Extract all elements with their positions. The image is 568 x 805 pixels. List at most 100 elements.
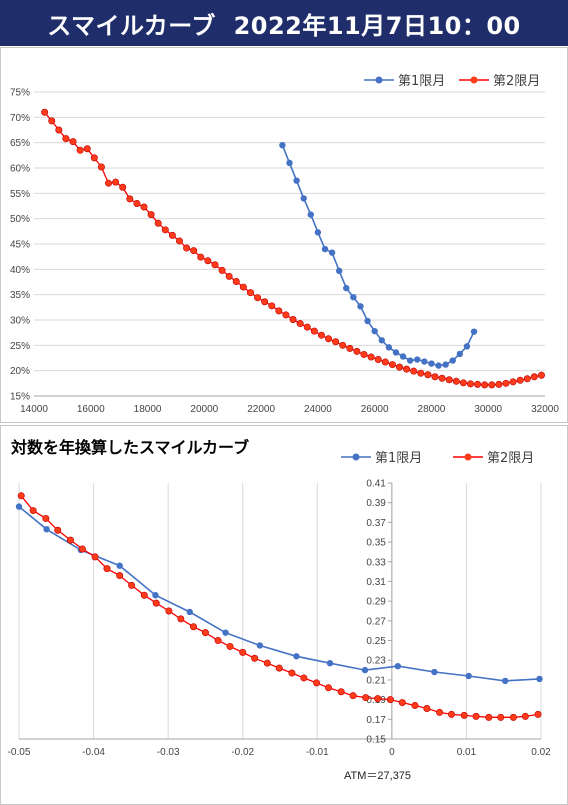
chart1-series-2-point <box>211 261 219 269</box>
chart2-series-2-point <box>288 669 296 677</box>
chart2-series-1-point <box>502 677 509 685</box>
chart1-series-2-point <box>516 376 524 384</box>
chart1-x-tick-label: 24000 <box>304 404 332 415</box>
chart1-series-2-point <box>374 356 382 364</box>
chart1-legend-label-1: 第1限月 <box>398 74 445 89</box>
chart2-series-1-point <box>326 659 334 667</box>
chart1-series-1-point <box>435 362 442 369</box>
chart1-series-1-point <box>442 361 449 368</box>
smile-curve-panel: 15% 20% 25% 30% 35% 40% 45% 50% 55% 60% 65% 70% 75% 1… <box>0 47 568 423</box>
chart1-series-2-point <box>48 117 56 125</box>
chart1-series-2-point <box>246 289 254 297</box>
chart1-series-2-point <box>119 183 127 191</box>
chart1-series-1-point <box>421 358 428 365</box>
chart1-series-2-point <box>346 344 354 352</box>
page-title-banner: スマイルカーブ 2022年11月7日10：00 <box>0 0 568 46</box>
chart2-series-1-point <box>431 668 438 676</box>
chart2-series-2-point <box>140 591 148 599</box>
chart1-series-2-point <box>126 195 134 203</box>
chart1-series-2-point <box>289 315 297 323</box>
chart1-series-1-point <box>321 245 329 253</box>
chart1-series-2-point <box>140 203 148 211</box>
chart1-series-1-point <box>364 317 371 325</box>
chart2-series-2-point <box>349 692 357 700</box>
chart2-y-tick-label: 0.27 <box>366 616 386 627</box>
chart2-series-1-point <box>361 666 369 674</box>
chart1-series-2-point <box>303 323 311 331</box>
chart2-title: 対数を年換算したスマイルカーブ <box>11 438 250 457</box>
chart1-series-2-point <box>481 381 489 389</box>
smile-curve-chart: 15% 20% 25% 30% 35% 40% 45% 50% 55% 60% 65% 70% 75% 1… <box>10 74 559 415</box>
chart2-y-tick-label: 0.37 <box>366 518 386 529</box>
chart2-x-tick-label: 0 <box>389 747 395 758</box>
chart1-series-2-point <box>474 380 482 388</box>
chart2-y-tick-label: 0.29 <box>366 597 386 608</box>
chart1-series-2-point <box>154 219 162 227</box>
chart1-series-2-point <box>147 211 155 219</box>
chart1-series-2-point <box>282 311 290 319</box>
chart1-series-1-point <box>414 356 421 363</box>
chart2-y-tick-label: 0.25 <box>366 636 386 647</box>
chart1-series-2-point <box>353 347 361 355</box>
chart1-series-2-point <box>275 307 283 315</box>
chart1-series-2-point <box>466 380 474 388</box>
chart2-legend-marker-1 <box>352 453 360 461</box>
chart1-series-2-point <box>523 375 531 383</box>
chart2-series-2-point <box>91 553 99 561</box>
chart2-series-2-point <box>66 536 74 544</box>
chart1-legend-marker-1 <box>375 76 383 84</box>
chart1-series-2-point <box>424 371 432 379</box>
chart2-series-1-point <box>536 675 543 683</box>
chart1-series-2-point <box>438 374 446 382</box>
chart1-series-2-point <box>62 135 70 143</box>
chart2-y-tick-label: 0.41 <box>366 479 386 490</box>
chart1-series-2-point <box>381 358 389 366</box>
chart1-series-1-point <box>449 357 456 364</box>
chart1-y-tick-label: 20% <box>10 366 30 377</box>
chart1-series-2-point <box>502 379 510 387</box>
chart1-series-2-point <box>332 338 340 346</box>
chart1-x-tick-label: 18000 <box>134 404 162 415</box>
chart1-y-tick-label: 45% <box>10 240 30 251</box>
chart1-x-tick-label: 20000 <box>190 404 218 415</box>
chart1-x-tick-label: 30000 <box>474 404 502 415</box>
chart1-series-2-point <box>232 277 240 285</box>
chart1-legend-label-2: 第2限月 <box>493 74 540 89</box>
chart2-y-tick-label: 0.21 <box>366 675 386 686</box>
chart1-y-tick-label: 55% <box>10 189 30 200</box>
chart1-series-2-point <box>190 247 198 255</box>
chart1-series-2-point <box>197 253 205 261</box>
chart2-x-tick-label: 0.02 <box>531 747 551 758</box>
chart1-y-tick-label: 15% <box>10 392 30 403</box>
chart1-series-1-point <box>357 303 364 310</box>
chart1-y-tick-label: 75% <box>10 88 30 99</box>
chart2-series-1-point <box>394 662 402 670</box>
chart1-series-2-point <box>175 237 183 245</box>
chart1-y-tick-label: 50% <box>10 214 30 225</box>
chart2-x-tick-label: -0.03 <box>157 747 180 758</box>
chart1-series-2-point <box>112 178 120 186</box>
chart2-series-2-point <box>324 684 332 692</box>
chart2-series-2-point <box>263 659 271 667</box>
chart2-x-tick-label: -0.05 <box>8 747 31 758</box>
chart1-series-2-point <box>204 257 212 265</box>
chart2-x-tick-label: -0.02 <box>231 747 254 758</box>
chart1-series-2-point <box>310 327 318 335</box>
chart2-series-2-point <box>337 688 345 696</box>
chart2-series-2-point <box>128 581 136 589</box>
chart1-series-2-point <box>168 231 176 239</box>
chart1-series-1-point <box>279 142 286 149</box>
chart1-series-1-point <box>300 195 307 202</box>
chart1-x-tick-label: 28000 <box>418 404 446 415</box>
chart2-series-2-point <box>521 712 529 720</box>
annualized-smile-chart: -0.05 -0.04 -0.03 -0.02 -0.01 0 0.01 0.02 0.15 0.… <box>8 451 552 782</box>
chart2-series-2-point <box>472 712 480 720</box>
chart1-series-1-point <box>470 328 478 335</box>
chart2-series-2-point <box>534 710 542 718</box>
chart1-series-2-point <box>239 283 247 291</box>
chart2-series-2-point <box>29 507 37 515</box>
chart2-series-1-point <box>465 672 472 680</box>
chart2-series-1-point <box>116 562 123 569</box>
chart1-y-tick-label: 65% <box>10 138 30 149</box>
chart2-series-2-point <box>251 654 259 662</box>
